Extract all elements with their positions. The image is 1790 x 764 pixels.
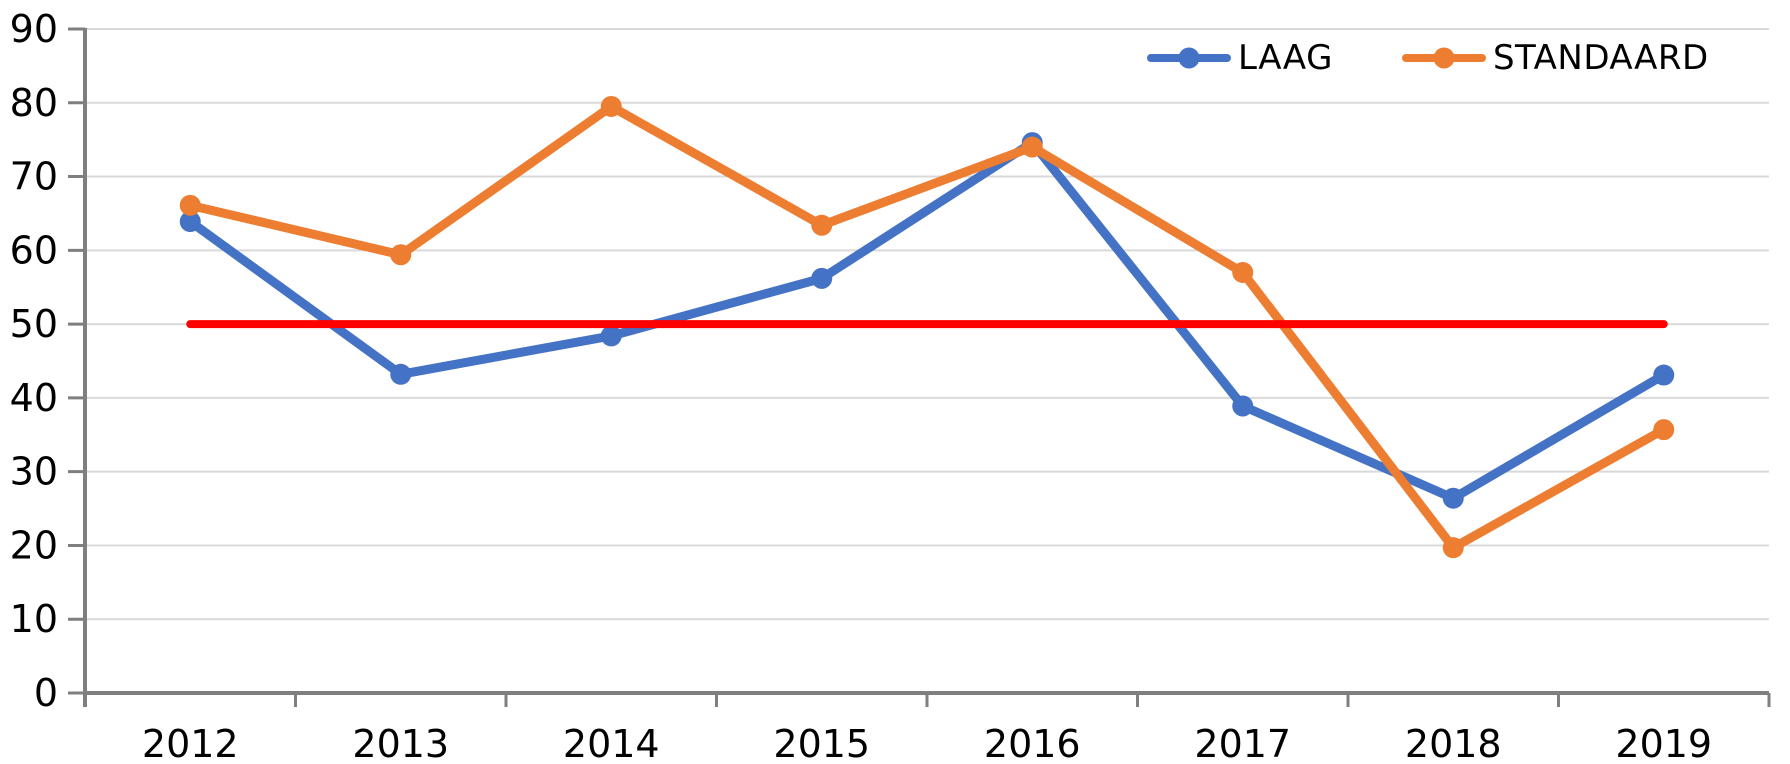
data-point-standaard-2016	[1021, 136, 1043, 158]
data-point-laag-2015	[811, 267, 833, 289]
y-axis-label: 90	[10, 7, 58, 51]
y-axis-label: 70	[10, 155, 58, 199]
data-point-standaard-2015	[811, 214, 833, 236]
y-axis-label: 0	[34, 671, 58, 715]
data-point-laag-2013	[390, 363, 412, 385]
legend-label-standaard: STANDAARD	[1492, 38, 1709, 78]
y-axis-label: 30	[10, 450, 58, 494]
x-axis-label: 2014	[563, 722, 660, 764]
chart-legend: LAAG STANDAARD	[1146, 38, 1709, 78]
y-axis-label: 60	[10, 228, 58, 272]
legend-item-laag: LAAG	[1146, 38, 1333, 78]
data-point-laag-2018	[1442, 487, 1464, 509]
series-line-standaard	[185, 101, 1669, 553]
data-point-standaard-2019	[1653, 419, 1675, 441]
data-point-laag-2014	[600, 325, 622, 347]
legend-label-laag: LAAG	[1238, 38, 1333, 78]
y-axis-label: 80	[10, 81, 58, 125]
x-axis-label: 2017	[1194, 722, 1291, 764]
data-point-laag-2019	[1653, 364, 1675, 386]
x-axis-label: 2013	[352, 722, 449, 764]
x-axis-label: 2019	[1615, 722, 1712, 764]
x-axis-label: 2015	[773, 722, 870, 764]
data-point-standaard-2013	[390, 244, 412, 266]
data-point-standaard-2017	[1232, 261, 1254, 283]
y-axis-label: 50	[10, 302, 58, 346]
standaard-line-marker-icon	[1401, 47, 1486, 69]
data-point-laag-2012	[179, 211, 201, 233]
data-point-laag-2017	[1232, 395, 1254, 417]
laag-line-marker-icon	[1147, 47, 1231, 69]
data-point-standaard-2012	[179, 194, 201, 216]
x-axis-label: 2016	[984, 722, 1081, 764]
y-axis-label: 10	[10, 597, 58, 641]
y-axis-label: 20	[10, 523, 58, 567]
legend-item-standaard: STANDAARD	[1401, 38, 1709, 78]
x-axis-label: 2012	[142, 722, 239, 764]
x-axis-label: 2018	[1405, 722, 1502, 764]
data-point-standaard-2018	[1442, 537, 1464, 559]
y-axis-label: 40	[10, 376, 58, 420]
series-line-laag	[185, 138, 1669, 503]
data-point-standaard-2014	[600, 95, 622, 117]
